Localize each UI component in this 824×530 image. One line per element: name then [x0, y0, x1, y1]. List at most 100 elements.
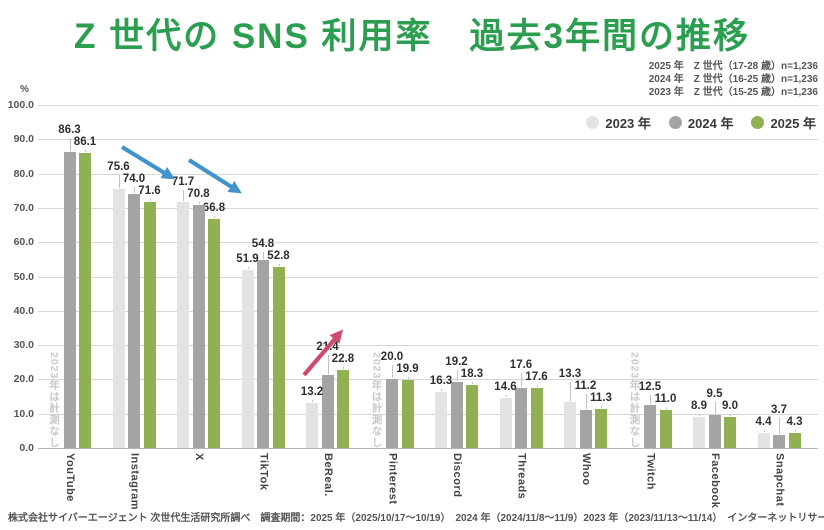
legend-label-2025: 2025 年	[770, 116, 816, 131]
no-data-note: 2023年は計測なし	[370, 352, 383, 449]
bar-2023-snapchat	[757, 432, 770, 448]
value-label: 14.6	[494, 380, 517, 393]
bar-2024-facebook	[708, 415, 721, 448]
sample-size-notes: 2025 年 Z 世代（17-28 歳）n=1,236 2024 年 Z 世代（…	[649, 60, 818, 99]
leader-line	[456, 370, 458, 382]
value-label: 71.6	[138, 185, 161, 198]
category-label: Discord	[451, 453, 463, 498]
category-label: Facebook	[709, 453, 721, 509]
leader-line	[699, 414, 700, 417]
y-tick-label: 80.0	[13, 167, 34, 180]
leader-line	[118, 175, 120, 188]
source-footer: 株式会社サイバーエージェント 次世代生活研究所調べ 調査期間：2025 年（20…	[8, 513, 824, 524]
y-tick-label: 0.0	[19, 442, 34, 454]
value-label: 8.9	[691, 400, 707, 413]
leader-line	[570, 382, 571, 402]
bar-2025-snapchat	[788, 433, 801, 448]
leader-line	[149, 199, 151, 202]
leader-line	[327, 354, 329, 374]
leader-line	[392, 364, 393, 379]
legend-item-2025: 2025 年	[751, 113, 816, 132]
gridline	[38, 345, 818, 347]
leader-line	[794, 430, 796, 433]
value-label: 75.6	[107, 161, 130, 174]
leader-line	[472, 382, 473, 385]
value-label: 66.8	[202, 201, 226, 214]
gridline	[38, 139, 818, 141]
bar-2023-tiktok	[241, 269, 254, 448]
leader-line	[763, 429, 765, 432]
bar-2023-instagram	[112, 188, 125, 448]
sample-note-2024: 2024 年 Z 世代（16-25 歳）n=1,236	[648, 74, 818, 85]
bar-2023-whoo	[564, 402, 576, 448]
leader-line	[714, 402, 716, 415]
bar-2023-threads	[499, 397, 512, 448]
sample-note-2023: 2023 年 Z 世代（15-25 歳）n=1,236	[648, 87, 818, 98]
category-label: BeReal.	[322, 453, 334, 497]
value-label: 13.2	[300, 385, 324, 398]
value-label: 86.1	[73, 135, 97, 148]
bar-2024-twitch	[644, 405, 656, 448]
gridline	[38, 413, 818, 415]
category-label: TikTok	[257, 453, 270, 491]
category-label: Whoo	[580, 453, 592, 486]
y-tick-label: 20.0	[13, 373, 34, 386]
bar-2024-pinterest	[386, 379, 398, 448]
gridline	[38, 379, 818, 381]
y-tick-label: 90.0	[13, 133, 34, 146]
bar-2024-youtube	[63, 151, 76, 448]
value-label: 22.8	[331, 352, 355, 365]
value-label: 86.3	[58, 123, 81, 136]
y-tick-label: 70.0	[13, 201, 34, 214]
leader-line	[343, 366, 344, 369]
bar-2025-youtube	[79, 152, 91, 448]
value-label: 16.3	[429, 375, 453, 388]
value-label: 71.7	[171, 176, 195, 189]
value-label: 51.9	[236, 252, 259, 265]
bar-2024-instagram	[128, 194, 140, 448]
y-tick-label: 30.0	[13, 339, 34, 352]
value-label: 11.3	[590, 392, 612, 405]
bar-2025-pinterest	[401, 379, 414, 448]
y-axis-unit: %	[20, 84, 29, 95]
gridline	[38, 105, 818, 106]
value-label: 11.2	[574, 380, 597, 393]
gridline	[38, 242, 818, 244]
value-label: 9.5	[706, 388, 723, 401]
bar-2024-snapchat	[773, 435, 785, 448]
no-data-note: 2023年は計測なし	[628, 352, 641, 449]
bar-2025-tiktok	[272, 266, 285, 448]
value-label: 4.4	[755, 415, 772, 428]
legend-label-2024: 2024 年	[687, 116, 734, 131]
value-label: 4.3	[786, 416, 803, 429]
category-label: X	[193, 453, 205, 461]
category-label: Twitch	[644, 453, 657, 491]
leader-line	[312, 399, 313, 402]
y-tick-label: 40.0	[13, 304, 34, 317]
bar-2024-bereal.	[321, 374, 334, 448]
legend-label-2023: 2023 年	[605, 116, 651, 131]
legend-item-2024: 2024 年	[668, 113, 734, 132]
y-tick-label: 60.0	[13, 236, 34, 249]
leader-line	[407, 376, 409, 379]
value-label: 11.0	[654, 393, 677, 406]
leader-line	[85, 149, 86, 152]
category-label: Snapchat	[773, 453, 786, 507]
leader-line	[278, 263, 280, 266]
leader-line	[134, 187, 135, 194]
y-tick-label: 50.0	[13, 270, 34, 283]
bar-2024-discord	[450, 382, 463, 448]
legend-swatch-2023-icon	[586, 116, 600, 129]
leader-line	[214, 215, 215, 218]
value-label: 21.4	[316, 340, 339, 353]
bar-2025-facebook	[724, 417, 736, 448]
leader-line	[183, 190, 184, 202]
leader-line	[263, 251, 264, 260]
value-label: 52.8	[267, 249, 290, 262]
bar-2024-tiktok	[257, 260, 269, 448]
leader-line	[650, 395, 651, 405]
sample-note-2025: 2025 年 Z 世代（17-28 歳）n=1,236	[648, 61, 818, 72]
bar-2025-threads	[530, 387, 543, 448]
